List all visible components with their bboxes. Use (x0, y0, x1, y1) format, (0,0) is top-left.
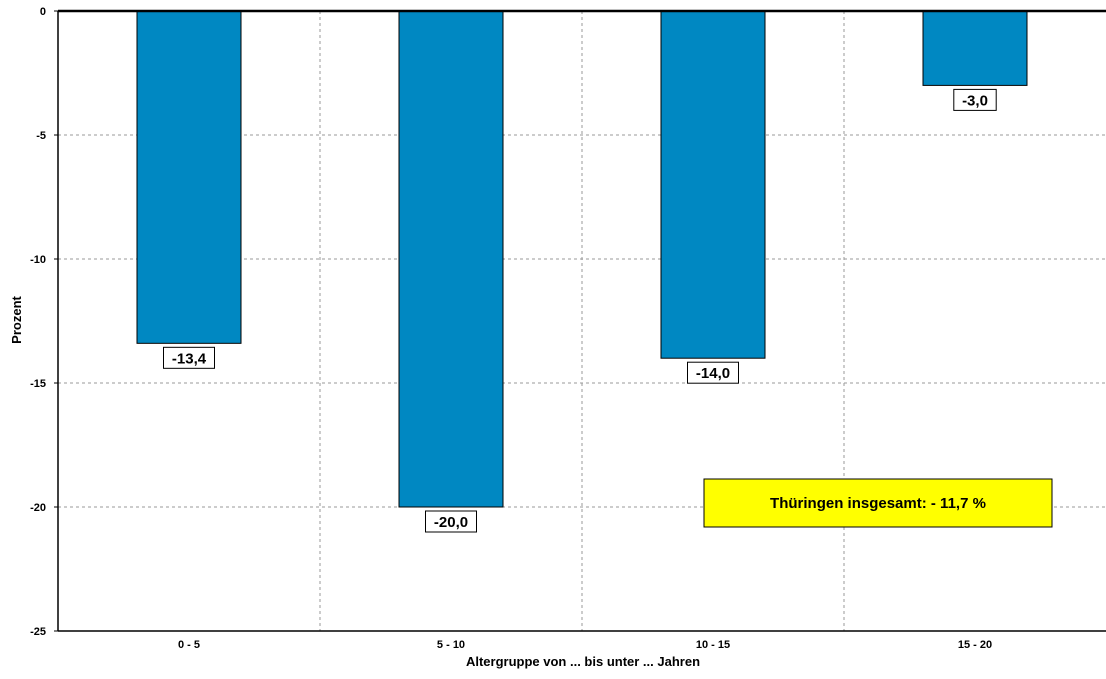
x-axis-title: Altergruppe von ... bis unter ... Jahren (466, 654, 700, 669)
total-annotation-text: Thüringen insgesamt: - 11,7 % (770, 495, 986, 512)
data-label-text: -20,0 (434, 514, 468, 531)
y-axis-ticks: 0 -5 -10 -15 -20 -25 (30, 6, 58, 638)
bar (660, 10, 766, 359)
total-annotation-box (703, 478, 1053, 528)
data-label: -14,0 (687, 361, 739, 384)
bar (136, 10, 242, 344)
x-tick-label: 5 - 10 (437, 639, 465, 651)
y-tick-label: -10 (30, 254, 46, 266)
x-tick-label: 15 - 20 (958, 639, 992, 651)
bar (922, 10, 1028, 86)
y-tick-label: -5 (36, 130, 46, 142)
data-label-box (953, 88, 997, 111)
data-label: -20,0 (425, 510, 477, 533)
data-labels: -13,4 -20,0 -14,0 -3,0 (163, 88, 997, 533)
y-tick-label: -15 (30, 378, 46, 390)
data-label-text: -13,4 (172, 350, 207, 367)
data-label-text: -3,0 (962, 92, 988, 109)
x-tick-label: 0 - 5 (178, 639, 200, 651)
plot-frame (57, 9, 1106, 632)
data-label-box (163, 346, 215, 369)
x-axis-ticks: 0 - 5 5 - 10 10 - 15 15 - 20 (178, 639, 992, 651)
data-label-box (687, 361, 739, 384)
total-annotation: Thüringen insgesamt: - 11,7 % (703, 478, 1053, 528)
y-tick-label: -20 (30, 502, 46, 514)
bar (398, 10, 504, 508)
bars (136, 10, 1028, 508)
data-label-box (425, 510, 477, 533)
y-axis-title: Prozent (9, 295, 24, 343)
data-label: -13,4 (163, 346, 215, 369)
data-label: -3,0 (953, 88, 997, 111)
x-tick-label: 10 - 15 (696, 639, 730, 651)
data-label-text: -14,0 (696, 365, 730, 382)
y-tick-label: 0 (40, 6, 46, 18)
y-tick-label: -25 (30, 626, 46, 638)
